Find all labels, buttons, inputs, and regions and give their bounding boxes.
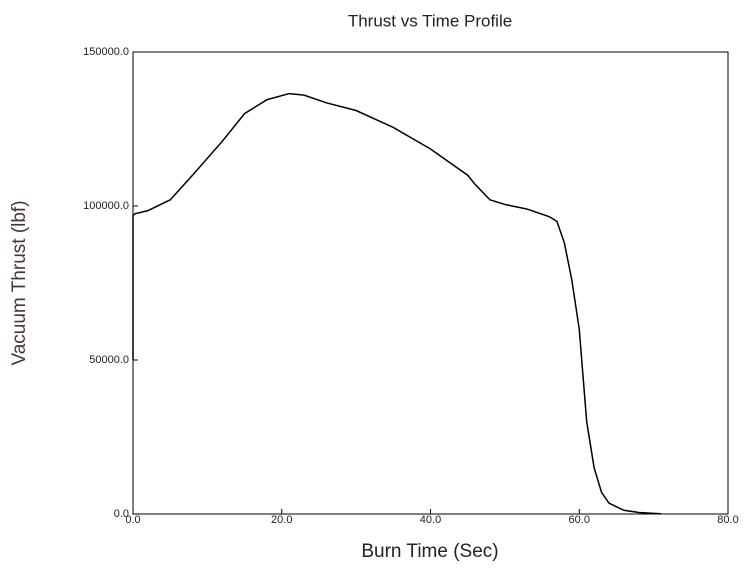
y-tick-label: 150000.0 [83,46,129,58]
x-axis-label: Burn Time (Sec) [361,541,498,562]
plot-frame [132,51,729,515]
y-tick-label: 0.0 [114,508,129,520]
chart-title: Thrust vs Time Profile [348,11,512,30]
y-axis-label: Vacuum Thrust (lbf) [9,200,30,365]
y-tick-label: 100000.0 [83,200,129,212]
x-tick-label: 0.0 [125,514,140,526]
x-tick-label: 60.0 [569,514,590,526]
x-tick-label: 40.0 [420,514,441,526]
line-series [132,92,662,515]
x-tick-label: 80.0 [717,514,738,526]
y-tick-label: 50000.0 [89,354,129,366]
x-tick-label: 20.0 [271,514,292,526]
